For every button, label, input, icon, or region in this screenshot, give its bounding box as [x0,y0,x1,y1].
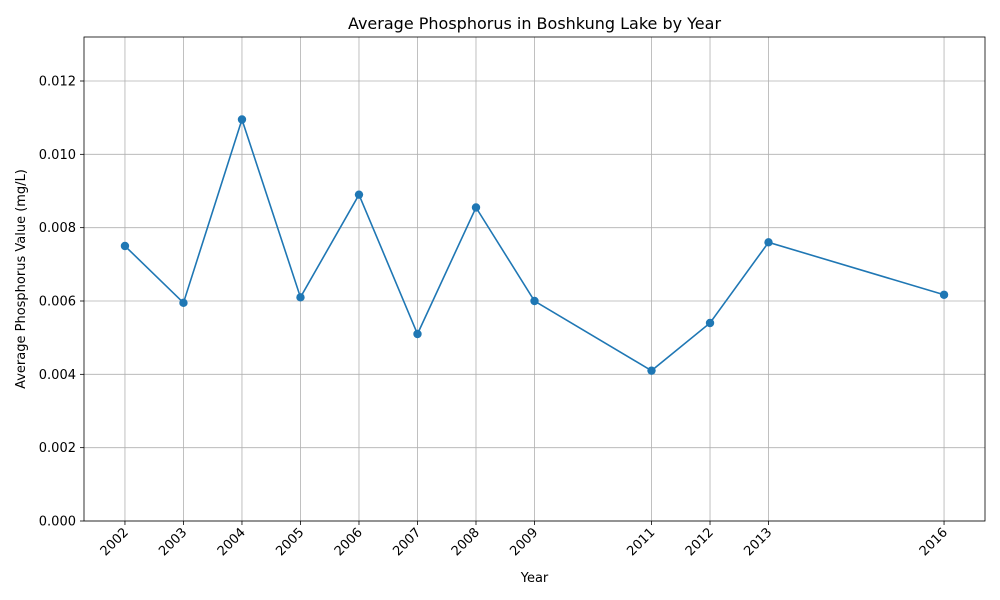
data-point [647,366,656,375]
data-point [705,318,715,328]
data-point [471,203,481,212]
y-axis-label: Average Phosphorus Value (mg/L) [14,169,29,389]
data-point [939,290,949,299]
y-tick-label: 0.004 [39,368,76,383]
y-tick-label: 0.000 [39,515,76,530]
x-axis-label: Year [520,571,549,586]
y-tick-label: 0.002 [39,441,76,456]
data-point [237,115,247,124]
data-point [413,329,422,339]
y-tick-label: 0.012 [39,75,76,90]
y-tick-label: 0.008 [39,221,76,236]
data-point [179,298,188,308]
y-tick-label: 0.010 [39,148,76,163]
y-axis-ticks: 0.000 0.002 0.004 0.006 0.008 0.010 0.012 [39,75,84,530]
data-point [530,296,539,306]
data-point [120,241,130,251]
data-point [354,190,364,199]
data-series [120,115,949,375]
data-point [764,238,773,247]
series-line [124,116,945,372]
chart-title: Average Phosphorus in Boshkung Lake by Y… [348,14,721,33]
data-point [296,293,305,302]
y-tick-label: 0.006 [39,295,76,310]
